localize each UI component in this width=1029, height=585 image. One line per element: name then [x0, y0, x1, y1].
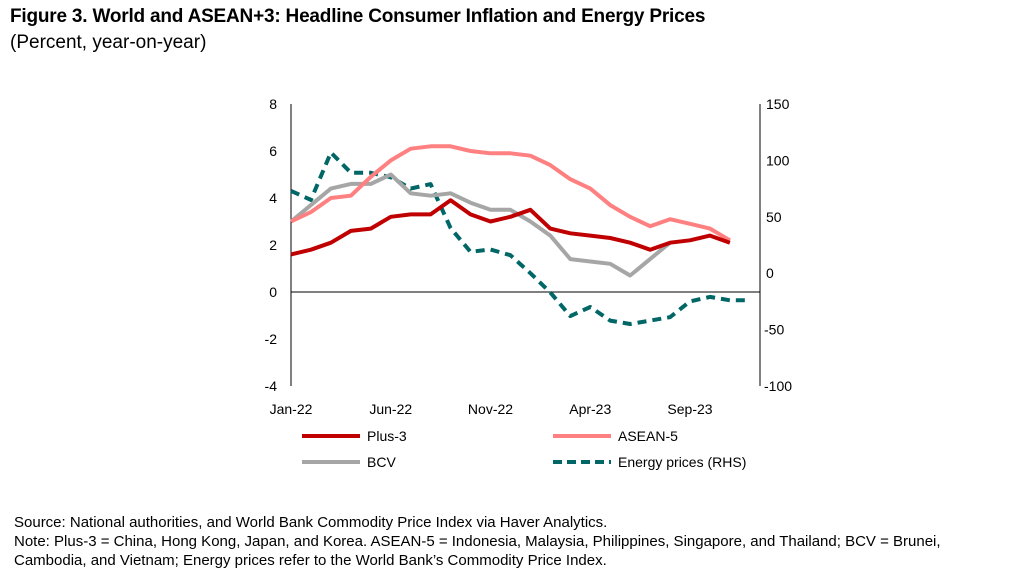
y-tick-label: 6 — [269, 143, 277, 159]
y-tick-label: -2 — [265, 331, 278, 347]
chart: -4 -2 0 2 4 6 8 -100 -50 0 50 100 150 Jan-22 Jun-22 Nov… — [265, 96, 793, 470]
x-tick-label: Jun-22 — [369, 401, 412, 417]
y-tick-label: -4 — [265, 378, 278, 394]
y-tick-label: 0 — [269, 284, 277, 300]
series-line-asean-5 — [290, 144, 731, 243]
y-tick-label: 2 — [269, 237, 277, 253]
note-line-2: Cambodia, and Vietnam; Energy prices ref… — [14, 552, 607, 569]
legend: Plus-3 ASEAN-5 BCV Energy prices (RHS) — [302, 428, 746, 470]
y-tick-label: 4 — [269, 190, 277, 206]
note-line-1: Note: Plus-3 = China, Hong Kong, Japan, … — [14, 533, 941, 550]
y2-tick-label: 50 — [766, 209, 782, 225]
legend-label: BCV — [367, 454, 396, 470]
y2-tick-label: 0 — [766, 265, 774, 281]
x-tick-label: Sep-23 — [667, 401, 712, 417]
y2-tick-label: -100 — [764, 378, 792, 394]
legend-label: Plus-3 — [367, 428, 407, 444]
axes: -4 -2 0 2 4 6 8 -100 -50 0 50 100 150 Jan-22 Jun-22 Nov… — [265, 96, 793, 417]
x-tick-label: Apr-23 — [569, 401, 611, 417]
legend-label: ASEAN-5 — [618, 428, 678, 444]
x-tick-label: Nov-22 — [468, 401, 513, 417]
x-tick-label: Jan-22 — [270, 401, 313, 417]
legend-label: Energy prices (RHS) — [618, 454, 746, 470]
series-lines — [289, 144, 750, 326]
series-line-bcv — [289, 172, 672, 278]
y2-tick-label: 150 — [766, 96, 790, 112]
source-note: Source: National authorities, and World … — [14, 514, 608, 531]
series-line-energy-prices-rhs — [290, 150, 750, 326]
y2-tick-label: -50 — [764, 322, 784, 338]
chart-title: Figure 3. World and ASEAN+3: Headline Co… — [10, 6, 706, 27]
y-tick-label: 8 — [269, 96, 277, 112]
chart-subtitle: (Percent, year-on-year) — [10, 32, 207, 53]
y2-tick-label: 100 — [766, 152, 790, 168]
